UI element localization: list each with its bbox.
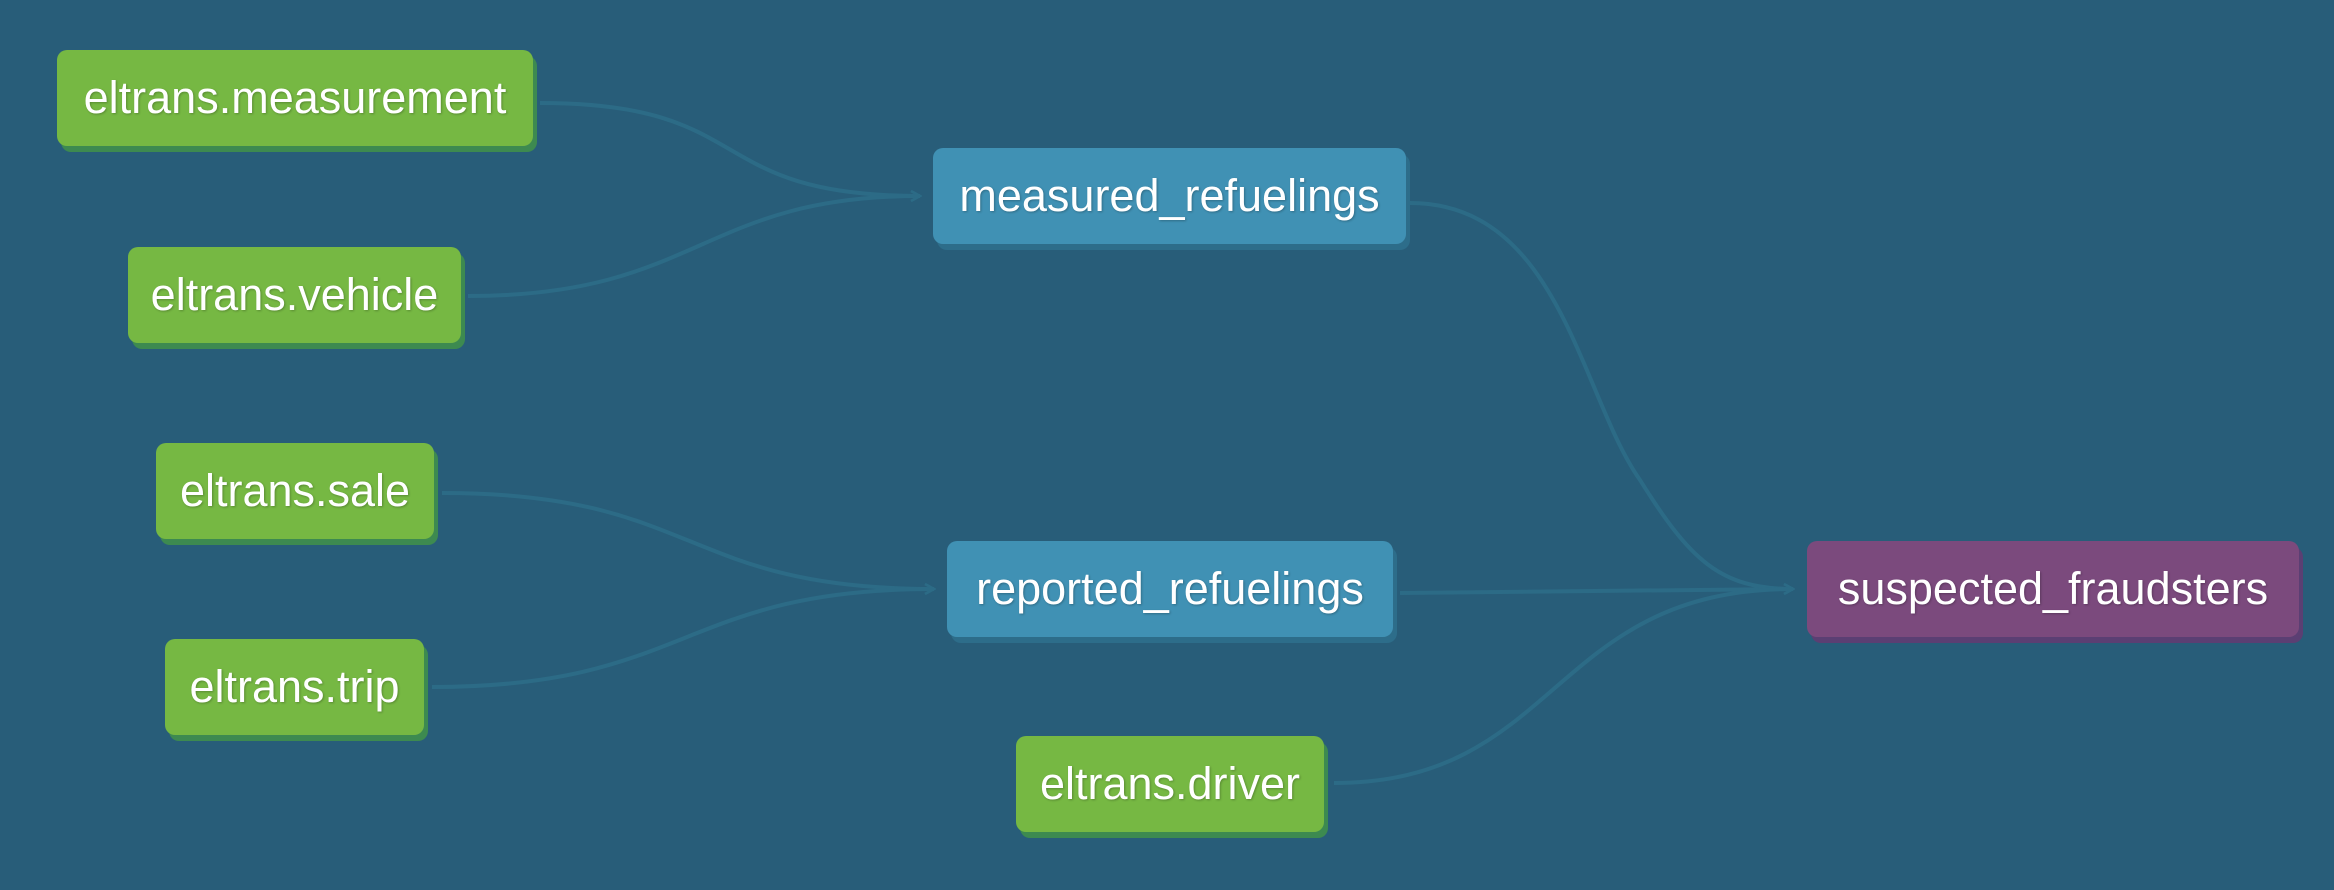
node-eltrans-sale[interactable]: eltrans.sale xyxy=(156,443,434,539)
edge-vehicle-to-measured-refuelings xyxy=(467,196,920,298)
edge-trip-to-reported-refuelings xyxy=(431,589,934,689)
edge-measured-refuelings-to-suspected-fraudsters xyxy=(1409,201,1793,589)
edge-measurement-to-measured-refuelings xyxy=(539,101,920,196)
node-eltrans-trip[interactable]: eltrans.trip xyxy=(165,639,424,735)
node-eltrans-measurement[interactable]: eltrans.measurement xyxy=(57,50,533,146)
edge-driver-to-suspected-fraudsters xyxy=(1333,589,1793,785)
node-reported-refuelings[interactable]: reported_refuelings xyxy=(947,541,1393,637)
node-measured-refuelings[interactable]: measured_refuelings xyxy=(933,148,1406,244)
node-eltrans-vehicle[interactable]: eltrans.vehicle xyxy=(128,247,461,343)
node-eltrans-driver[interactable]: eltrans.driver xyxy=(1016,736,1324,832)
edge-sale-to-reported-refuelings xyxy=(441,491,934,589)
node-suspected-fraudsters[interactable]: suspected_fraudsters xyxy=(1807,541,2299,637)
